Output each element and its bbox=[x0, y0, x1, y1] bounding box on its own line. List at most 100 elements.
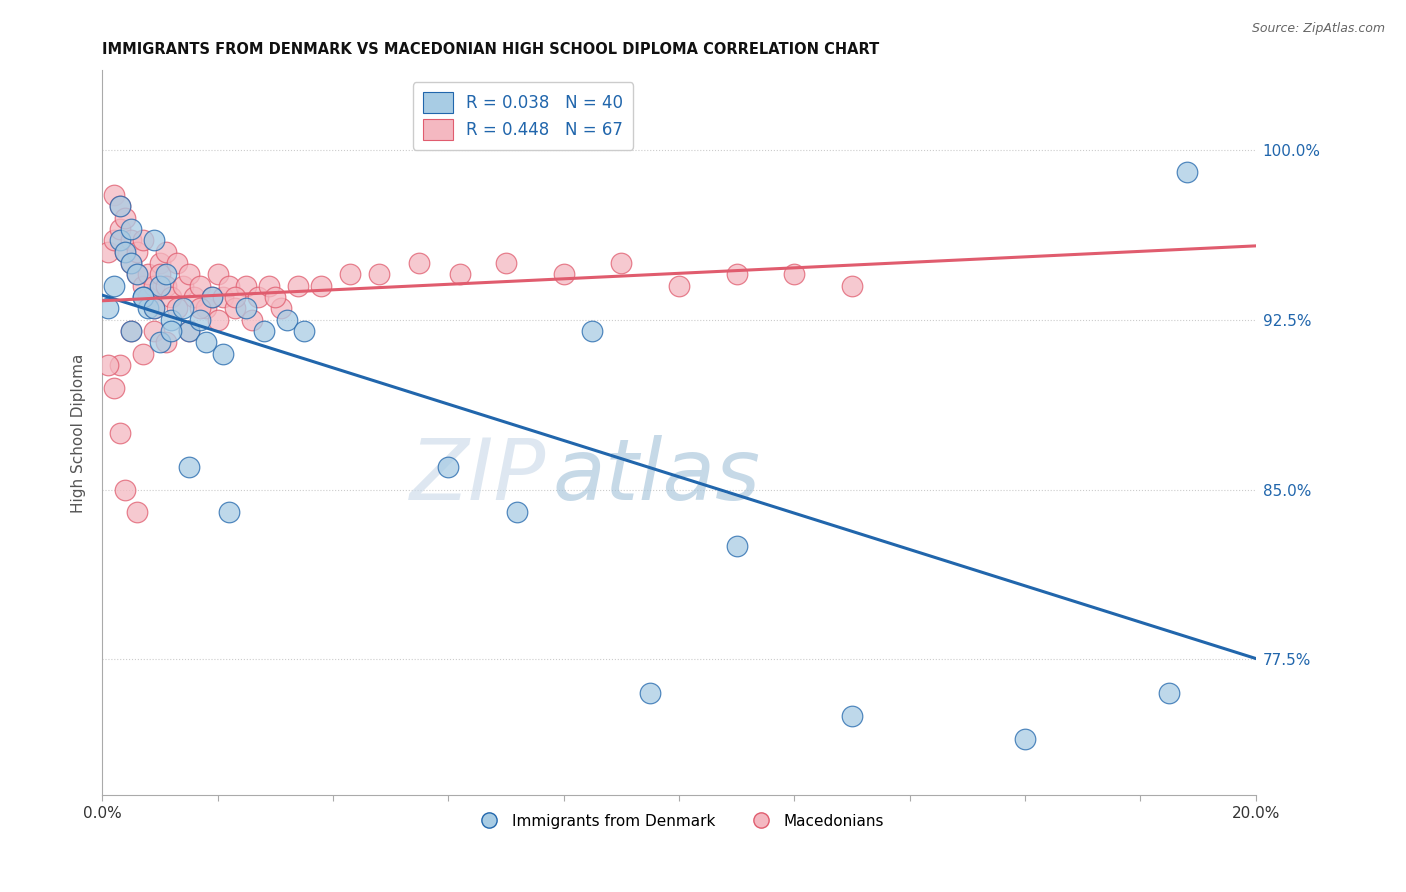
Point bbox=[125, 268, 148, 282]
Point bbox=[1159, 686, 1181, 700]
Point bbox=[1175, 165, 1198, 179]
Point bbox=[195, 301, 218, 316]
Point bbox=[207, 268, 229, 282]
Point bbox=[97, 358, 120, 372]
Point bbox=[235, 278, 257, 293]
Point bbox=[108, 199, 131, 213]
Point bbox=[668, 278, 690, 293]
Point bbox=[97, 301, 120, 316]
Text: Source: ZipAtlas.com: Source: ZipAtlas.com bbox=[1251, 22, 1385, 36]
Point bbox=[114, 244, 136, 259]
Point bbox=[172, 301, 194, 316]
Point bbox=[581, 324, 603, 338]
Point bbox=[125, 505, 148, 519]
Point bbox=[149, 268, 172, 282]
Point bbox=[143, 301, 166, 316]
Point bbox=[218, 505, 240, 519]
Point bbox=[1014, 731, 1036, 746]
Point bbox=[188, 312, 211, 326]
Point bbox=[131, 346, 153, 360]
Point bbox=[120, 256, 142, 270]
Point bbox=[437, 459, 460, 474]
Point bbox=[120, 256, 142, 270]
Point bbox=[292, 324, 315, 338]
Point bbox=[553, 268, 575, 282]
Point bbox=[160, 324, 183, 338]
Point bbox=[201, 290, 224, 304]
Point bbox=[495, 256, 517, 270]
Point bbox=[177, 268, 200, 282]
Point bbox=[201, 290, 224, 304]
Point bbox=[149, 278, 172, 293]
Point bbox=[270, 301, 292, 316]
Point bbox=[195, 335, 218, 350]
Point bbox=[160, 290, 183, 304]
Point bbox=[287, 278, 309, 293]
Point bbox=[143, 324, 166, 338]
Point bbox=[235, 301, 257, 316]
Point bbox=[183, 290, 205, 304]
Point bbox=[131, 233, 153, 247]
Point bbox=[276, 312, 298, 326]
Point bbox=[155, 244, 177, 259]
Point bbox=[143, 233, 166, 247]
Point bbox=[131, 290, 153, 304]
Text: atlas: atlas bbox=[553, 435, 761, 518]
Point bbox=[143, 301, 166, 316]
Point bbox=[264, 290, 287, 304]
Point bbox=[108, 358, 131, 372]
Point bbox=[143, 278, 166, 293]
Point bbox=[131, 290, 153, 304]
Point bbox=[610, 256, 633, 270]
Point bbox=[207, 312, 229, 326]
Point bbox=[783, 268, 806, 282]
Point bbox=[841, 709, 863, 723]
Point bbox=[103, 278, 125, 293]
Point bbox=[125, 268, 148, 282]
Point bbox=[725, 539, 748, 553]
Point bbox=[224, 290, 246, 304]
Point bbox=[311, 278, 333, 293]
Point bbox=[177, 324, 200, 338]
Point bbox=[138, 301, 160, 316]
Point bbox=[138, 290, 160, 304]
Point bbox=[368, 268, 391, 282]
Point bbox=[120, 233, 142, 247]
Point bbox=[120, 324, 142, 338]
Point bbox=[103, 233, 125, 247]
Point bbox=[131, 278, 153, 293]
Point bbox=[114, 211, 136, 225]
Y-axis label: High School Diploma: High School Diploma bbox=[72, 353, 86, 513]
Point bbox=[449, 268, 471, 282]
Point bbox=[114, 483, 136, 497]
Point bbox=[155, 335, 177, 350]
Point bbox=[103, 381, 125, 395]
Point bbox=[114, 244, 136, 259]
Point bbox=[253, 324, 276, 338]
Point bbox=[212, 290, 235, 304]
Point bbox=[841, 278, 863, 293]
Point bbox=[166, 301, 188, 316]
Point bbox=[160, 312, 183, 326]
Point bbox=[177, 324, 200, 338]
Point bbox=[166, 256, 188, 270]
Point bbox=[339, 268, 361, 282]
Point bbox=[638, 686, 661, 700]
Point bbox=[177, 459, 200, 474]
Point bbox=[212, 346, 235, 360]
Point bbox=[155, 268, 177, 282]
Point bbox=[125, 244, 148, 259]
Point bbox=[103, 188, 125, 202]
Point bbox=[97, 244, 120, 259]
Point bbox=[240, 312, 263, 326]
Point bbox=[188, 278, 211, 293]
Point bbox=[155, 278, 177, 293]
Point bbox=[506, 505, 529, 519]
Legend: Immigrants from Denmark, Macedonians: Immigrants from Denmark, Macedonians bbox=[467, 807, 890, 835]
Point bbox=[246, 290, 269, 304]
Point bbox=[108, 222, 131, 236]
Point bbox=[138, 268, 160, 282]
Point bbox=[188, 301, 211, 316]
Point bbox=[120, 324, 142, 338]
Point bbox=[408, 256, 430, 270]
